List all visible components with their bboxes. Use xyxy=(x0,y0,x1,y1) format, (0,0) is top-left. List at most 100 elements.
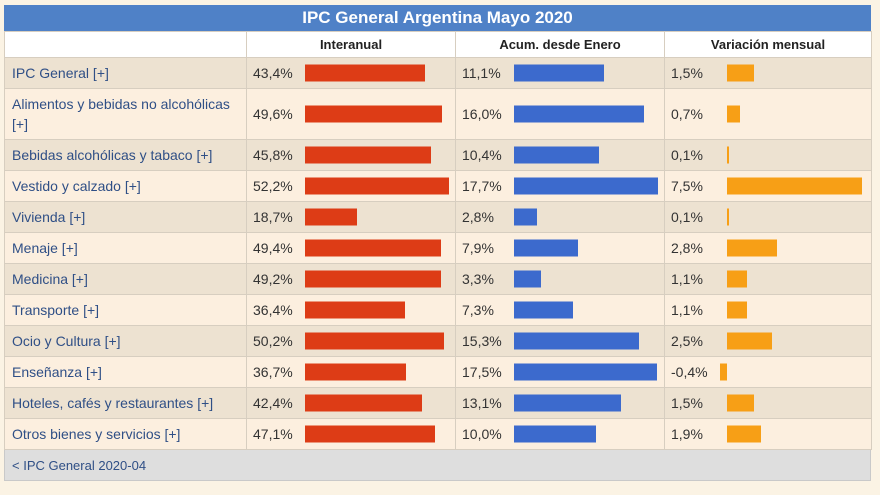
mensual-bar xyxy=(727,394,754,412)
interanual-cell: 36,4% xyxy=(246,294,456,326)
acum-cell: 17,7% xyxy=(455,170,665,202)
interanual-cell: 36,7% xyxy=(246,356,456,388)
interanual-value: 45,8% xyxy=(253,147,293,163)
acum-bar xyxy=(514,208,537,226)
mensual-value: 2,5% xyxy=(671,333,703,349)
acum-value: 7,9% xyxy=(462,240,494,256)
acum-value: 7,3% xyxy=(462,302,494,318)
category-label[interactable]: Otros bienes y servicios [+] xyxy=(4,418,247,450)
acum-bar xyxy=(514,425,596,443)
mensual-value: 1,1% xyxy=(671,271,703,287)
acum-value: 15,3% xyxy=(462,333,502,349)
interanual-bar xyxy=(305,177,450,195)
mensual-bar xyxy=(727,239,778,257)
interanual-cell: 50,2% xyxy=(246,325,456,357)
table-row: Transporte [+] 36,4% 7,3% 1,1% xyxy=(4,294,872,326)
table-row: Alimentos y bebidas no alcohólicas [+] 49… xyxy=(4,88,872,140)
mensual-value: 1,5% xyxy=(671,65,703,81)
mensual-value: -0,4% xyxy=(671,364,708,380)
acum-cell: 2,8% xyxy=(455,201,665,233)
mensual-cell: 1,5% xyxy=(664,57,872,89)
interanual-cell: 42,4% xyxy=(246,387,456,419)
acum-cell: 3,3% xyxy=(455,263,665,295)
previous-period-link[interactable]: < IPC General 2020-04 xyxy=(4,450,871,481)
category-label[interactable]: Enseñanza [+] xyxy=(4,356,247,388)
interanual-value: 36,4% xyxy=(253,302,293,318)
category-label[interactable]: Alimentos y bebidas no alcohólicas [+] xyxy=(4,88,247,140)
mensual-bar xyxy=(727,146,729,164)
acum-bar xyxy=(514,177,659,195)
table-row: Enseñanza [+] 36,7% 17,5% -0,4% xyxy=(4,356,872,388)
category-label[interactable]: Transporte [+] xyxy=(4,294,247,326)
acum-bar xyxy=(514,105,645,123)
mensual-cell: -0,4% xyxy=(664,356,872,388)
mensual-cell: 0,1% xyxy=(664,201,872,233)
category-label[interactable]: Menaje [+] xyxy=(4,232,247,264)
mensual-value: 1,9% xyxy=(671,426,703,442)
acum-bar xyxy=(514,363,657,381)
acum-value: 17,5% xyxy=(462,364,502,380)
table-row: Otros bienes y servicios [+] 47,1% 10,0% 1,… xyxy=(4,418,872,450)
mensual-bar xyxy=(727,425,762,443)
mensual-cell: 7,5% xyxy=(664,170,872,202)
mensual-bar xyxy=(727,301,747,319)
category-label[interactable]: Bebidas alcohólicas y tabaco [+] xyxy=(4,139,247,171)
table-row: Hoteles, cafés y restaurantes [+] 42,4% 13… xyxy=(4,387,872,419)
acum-value: 10,0% xyxy=(462,426,502,442)
acum-cell: 17,5% xyxy=(455,356,665,388)
interanual-cell: 49,6% xyxy=(246,88,456,140)
acum-value: 2,8% xyxy=(462,209,494,225)
mensual-value: 1,1% xyxy=(671,302,703,318)
category-label[interactable]: Vivienda [+] xyxy=(4,201,247,233)
acum-value: 11,1% xyxy=(462,65,501,81)
mensual-cell: 2,5% xyxy=(664,325,872,357)
table-row: Medicina [+] 49,2% 3,3% 1,1% xyxy=(4,263,872,295)
mensual-bar xyxy=(727,64,754,82)
mensual-value: 7,5% xyxy=(671,178,703,194)
table-row: Bebidas alcohólicas y tabaco [+] 45,8% 10,… xyxy=(4,139,872,171)
category-label[interactable]: IPC General [+] xyxy=(4,57,247,89)
header-label xyxy=(4,31,247,58)
acum-value: 16,0% xyxy=(462,106,502,122)
table-body: IPC General [+] 43,4% 11,1% 1,5% Alimentos y… xyxy=(4,57,872,450)
interanual-bar xyxy=(305,208,357,226)
interanual-cell: 49,2% xyxy=(246,263,456,295)
mensual-bar xyxy=(727,105,740,123)
acum-cell: 10,0% xyxy=(455,418,665,450)
interanual-value: 36,7% xyxy=(253,364,293,380)
interanual-bar xyxy=(305,146,432,164)
acum-value: 3,3% xyxy=(462,271,494,287)
category-label[interactable]: Vestido y calzado [+] xyxy=(4,170,247,202)
table-row: IPC General [+] 43,4% 11,1% 1,5% xyxy=(4,57,872,89)
mensual-cell: 2,8% xyxy=(664,232,872,264)
mensual-cell: 1,9% xyxy=(664,418,872,450)
header-acum: Acum. desde Enero xyxy=(455,31,665,58)
acum-bar xyxy=(514,270,541,288)
interanual-cell: 45,8% xyxy=(246,139,456,171)
interanual-bar xyxy=(305,105,442,123)
mensual-cell: 1,1% xyxy=(664,294,872,326)
header-mensual: Variación mensual xyxy=(664,31,872,58)
category-label[interactable]: Ocio y Cultura [+] xyxy=(4,325,247,357)
category-label[interactable]: Hoteles, cafés y restaurantes [+] xyxy=(4,387,247,419)
acum-cell: 7,9% xyxy=(455,232,665,264)
interanual-value: 49,4% xyxy=(253,240,293,256)
interanual-bar xyxy=(305,64,425,82)
interanual-value: 50,2% xyxy=(253,333,293,349)
interanual-value: 42,4% xyxy=(253,395,293,411)
acum-cell: 11,1% xyxy=(455,57,665,89)
mensual-bar xyxy=(719,363,727,381)
ipc-table: Interanual Acum. desde Enero Variación m… xyxy=(4,31,872,450)
interanual-cell: 47,1% xyxy=(246,418,456,450)
acum-cell: 16,0% xyxy=(455,88,665,140)
category-label[interactable]: Medicina [+] xyxy=(4,263,247,295)
interanual-cell: 43,4% xyxy=(246,57,456,89)
acum-cell: 7,3% xyxy=(455,294,665,326)
interanual-bar xyxy=(305,270,441,288)
ipc-widget: IPC General Argentina Mayo 2020 Interanu… xyxy=(4,5,872,481)
mensual-cell: 1,1% xyxy=(664,263,872,295)
interanual-bar xyxy=(305,394,423,412)
mensual-value: 0,7% xyxy=(671,106,703,122)
interanual-value: 47,1% xyxy=(253,426,293,442)
interanual-value: 49,6% xyxy=(253,106,293,122)
